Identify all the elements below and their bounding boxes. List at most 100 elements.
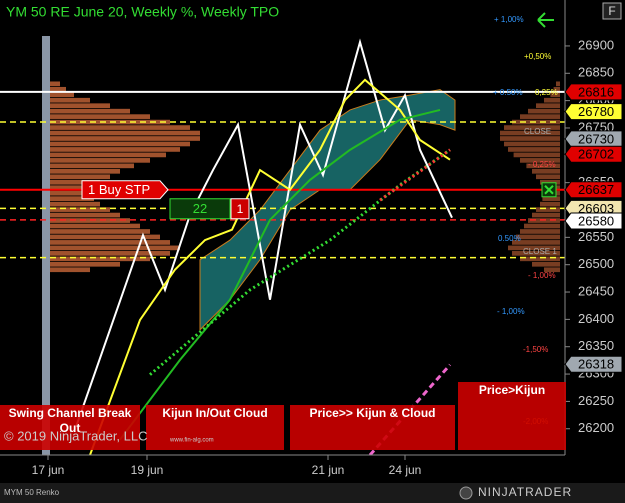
y-tick-label: 26450 (578, 283, 614, 298)
profile-bar-right (520, 158, 560, 163)
order-flag (81, 180, 169, 200)
annotation: -1,50% (523, 345, 548, 354)
plot-area (0, 36, 565, 455)
y-tick-label: 26850 (578, 65, 614, 80)
profile-bar (50, 212, 120, 218)
button[interactable] (602, 2, 622, 20)
annotation: + 0.50% (493, 88, 523, 97)
profile-bar-right (532, 261, 560, 267)
profile-bar (50, 251, 170, 256)
x-tick-label: 21 jun (312, 463, 345, 477)
order-label: 1 Buy STP (88, 182, 150, 197)
profile-bar (50, 92, 74, 98)
profile-bar (50, 174, 110, 180)
price-marker-label: 26780 (578, 104, 614, 119)
annotation: 0.50% (498, 234, 521, 243)
price-marker (564, 145, 623, 163)
order-qty: 22 (193, 201, 207, 216)
cloud (199, 89, 456, 331)
profile-bar-right (504, 125, 560, 130)
order-count: 1 (237, 202, 244, 216)
profile-bar-right (536, 207, 560, 212)
price-marker-label: 26637 (578, 182, 614, 197)
profile-bar (50, 240, 170, 245)
profile-bar (50, 141, 190, 147)
profile-bar-right (508, 245, 560, 251)
close-icon (544, 185, 554, 195)
profile-bar-right (520, 229, 560, 234)
profile-bar-right (516, 234, 560, 240)
y-tick-label: 26250 (578, 393, 614, 408)
profile-bar (50, 86, 66, 92)
series-line (119, 108, 441, 441)
profile-bar (50, 163, 134, 169)
profile-bar-right (512, 240, 560, 245)
annotation: +0,50% (524, 52, 551, 61)
profile-bar (50, 152, 166, 158)
profile-bar-right (520, 256, 560, 262)
profile-bar (50, 229, 150, 234)
profile-bar (50, 261, 120, 267)
y-tick-label: 26350 (578, 338, 614, 353)
banner-label: Price>> Kijun & Cloud (309, 406, 435, 420)
profile-bar-right (508, 147, 560, 152)
instrument: MYM 50 Renko (4, 488, 60, 497)
copyright: © 2019 NinjaTrader, LLC (4, 428, 148, 443)
profile-bar-right (544, 97, 560, 103)
profile-bar (50, 130, 200, 136)
price-marker-label: 26816 (578, 84, 614, 99)
annotation: - 1,00% (528, 271, 556, 280)
profile-bar-right (526, 163, 560, 169)
profile-bar (50, 103, 110, 109)
profile-bar (50, 223, 140, 229)
profile-bar-right (500, 136, 560, 141)
price-marker (564, 212, 623, 230)
banner-label: Kijun In/Out Cloud (162, 406, 267, 420)
annotation: 0,25% (535, 88, 558, 97)
price-marker-label: 26580 (578, 213, 614, 228)
price-marker-label: 26702 (578, 147, 614, 162)
profile-bar (50, 147, 180, 152)
profile-bar-right (540, 179, 560, 185)
profile-bar (50, 190, 90, 196)
profile-bar-right (536, 103, 560, 109)
annotation: CLOSE (524, 127, 551, 136)
annotation: - 0,25% (528, 160, 556, 169)
logo-icon (459, 486, 473, 500)
banner (0, 405, 140, 450)
profile-bar (50, 114, 150, 119)
profile-bar (50, 267, 90, 273)
profile-bar (50, 185, 94, 191)
profile-bar (50, 207, 110, 212)
profile-bar-right (500, 130, 560, 136)
profile-bar-right (556, 81, 560, 87)
chart-title: YM 50 RE June 20, Weekly %, Weekly TPO (6, 4, 279, 20)
series-line (379, 148, 451, 202)
y-tick-label: 26900 (578, 37, 614, 52)
price-marker (564, 103, 623, 121)
profile-bar-right (520, 114, 560, 119)
profile-bar-right (504, 141, 560, 147)
price-marker-label: 26603 (578, 201, 614, 216)
arrow-icon (537, 12, 554, 28)
profile-bar-right (553, 86, 560, 92)
site: www.fin-alg.com (169, 438, 214, 444)
profile-bar-right (512, 251, 560, 256)
x-tick-label: 19 jun (131, 463, 164, 477)
button-label[interactable]: F (608, 4, 615, 18)
banner-label: Swing Channel Break Out (9, 406, 132, 435)
profile-bar (50, 179, 100, 185)
series-line (89, 78, 451, 455)
profile-bar (50, 234, 160, 240)
banner-label: Price>Kijun (479, 383, 545, 397)
profile-bar (50, 201, 100, 207)
y-tick-label: 26500 (578, 256, 614, 271)
profile-bar-right (513, 152, 560, 158)
price-marker-label: 26318 (578, 357, 614, 372)
x-tick-label: 24 jun (389, 463, 422, 477)
profile-bar (50, 125, 190, 130)
profile-bar-right (544, 267, 560, 273)
profile-bar (50, 256, 150, 262)
profile-bar-right (536, 174, 560, 180)
